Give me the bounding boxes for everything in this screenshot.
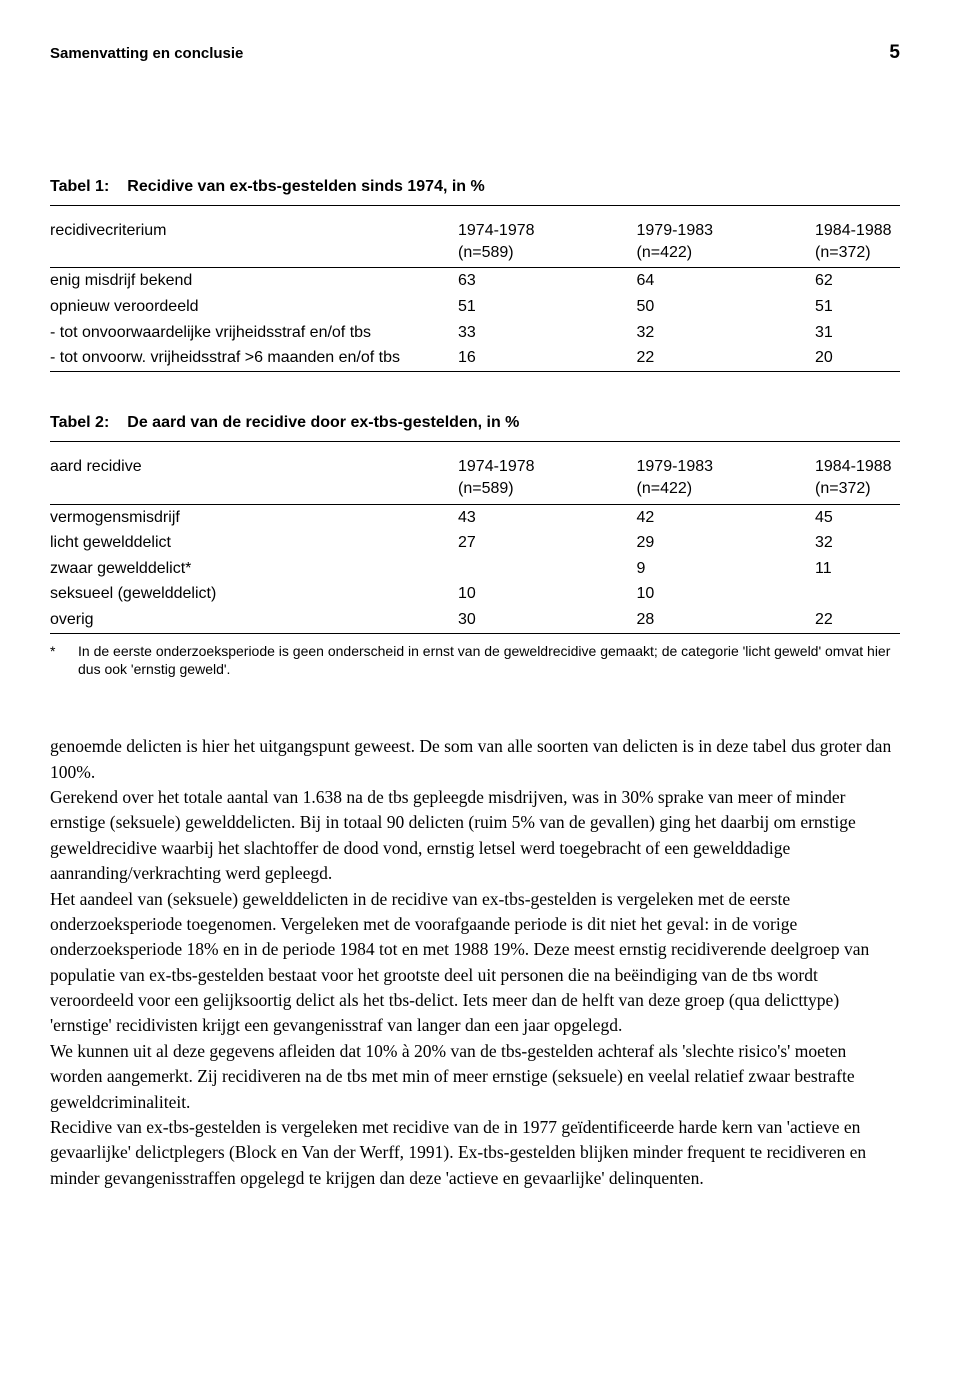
cell-label: - tot onvoorwaardelijke vrijheidsstraf e… [50,320,458,346]
paragraph: Het aandeel van (seksuele) gewelddelicte… [50,887,900,1039]
table-row: overig 30 28 22 [50,607,900,633]
cell-value: 32 [815,530,900,556]
cell-label: vermogensmisdrijf [50,504,458,530]
cell-label: zwaar gewelddelict* [50,556,458,582]
cell-value: 63 [458,268,637,294]
table-1-caption: Tabel 1: Recidive van ex-tbs-gestelden si… [50,176,900,207]
cell-value: 30 [458,607,637,633]
footnote-text: In de eerste onderzoeksperiode is geen o… [78,642,900,680]
cell-value: 31 [815,320,900,346]
table-2-grid: aard recidive 1974-1978 (n=589) 1979-198… [50,452,900,633]
col-header-2: 1979-1983 (n=422) [637,216,816,268]
paragraph: We kunnen uit al deze gegevens afleiden … [50,1039,900,1115]
page-number: 5 [889,40,900,66]
cell-value: 33 [458,320,637,346]
col-header-3: 1984-1988 (n=372) [815,452,900,504]
cell-value: 51 [815,294,900,320]
cell-value: 28 [637,607,816,633]
cell-value: 32 [637,320,816,346]
table-1-grid: recidivecriterium 1974-1978 (n=589) 1979… [50,216,900,372]
cell-value: 43 [458,504,637,530]
cell-label: opnieuw veroordeeld [50,294,458,320]
table-2-label: Tabel 2: [50,414,109,431]
table-row: - tot onvoorw. vrijheidsstraf >6 maanden… [50,345,900,371]
cell-value: 10 [637,581,816,607]
page-header: Samenvatting en conclusie 5 [50,40,900,66]
table-row: zwaar gewelddelict* 9 11 [50,556,900,582]
col-header-label: recidivecriterium [50,216,458,268]
body-text: genoemde delicten is hier het uitgangspu… [50,734,900,1191]
cell-label: - tot onvoorw. vrijheidsstraf >6 maanden… [50,345,458,371]
table-2-title: De aard van de recidive door ex-tbs-gest… [127,414,519,431]
paragraph: Gerekend over het totale aantal van 1.63… [50,785,900,887]
paragraph: Recidive van ex-tbs-gestelden is vergele… [50,1115,900,1191]
section-title: Samenvatting en conclusie [50,44,243,64]
paragraph: genoemde delicten is hier het uitgangspu… [50,734,900,785]
table-row: enig misdrijf bekend 63 64 62 [50,268,900,294]
cell-value: 22 [815,607,900,633]
col-header-label: aard recidive [50,452,458,504]
cell-value: 42 [637,504,816,530]
table-1-label: Tabel 1: [50,178,109,195]
cell-value: 11 [815,556,900,582]
table-1: Tabel 1: Recidive van ex-tbs-gestelden si… [50,176,900,372]
col-header-3: 1984-1988 (n=372) [815,216,900,268]
cell-value [815,581,900,607]
cell-value: 51 [458,294,637,320]
cell-value: 22 [637,345,816,371]
col-header-2: 1979-1983 (n=422) [637,452,816,504]
table-1-title: Recidive van ex-tbs-gestelden sinds 1974… [127,178,484,195]
col-header-1: 1974-1978 (n=589) [458,216,637,268]
col-header-1: 1974-1978 (n=589) [458,452,637,504]
cell-value: 62 [815,268,900,294]
cell-value: 20 [815,345,900,371]
table-row: - tot onvoorwaardelijke vrijheidsstraf e… [50,320,900,346]
cell-label: seksueel (gewelddelict) [50,581,458,607]
table-row: aard recidive 1974-1978 (n=589) 1979-198… [50,452,900,504]
table-2-footnote: * In de eerste onderzoeksperiode is geen… [50,642,900,680]
table-row: seksueel (gewelddelict) 10 10 [50,581,900,607]
table-2: Tabel 2: De aard van de recidive door ex-… [50,412,900,680]
cell-label: licht gewelddelict [50,530,458,556]
table-row: opnieuw veroordeeld 51 50 51 [50,294,900,320]
cell-value [458,556,637,582]
cell-label: overig [50,607,458,633]
footnote-marker: * [50,642,78,680]
cell-value: 50 [637,294,816,320]
table-row: recidivecriterium 1974-1978 (n=589) 1979… [50,216,900,268]
cell-label: enig misdrijf bekend [50,268,458,294]
table-row: licht gewelddelict 27 29 32 [50,530,900,556]
table-row: vermogensmisdrijf 43 42 45 [50,504,900,530]
cell-value: 45 [815,504,900,530]
cell-value: 16 [458,345,637,371]
cell-value: 64 [637,268,816,294]
cell-value: 29 [637,530,816,556]
table-2-caption: Tabel 2: De aard van de recidive door ex-… [50,412,900,443]
cell-value: 27 [458,530,637,556]
cell-value: 10 [458,581,637,607]
cell-value: 9 [637,556,816,582]
